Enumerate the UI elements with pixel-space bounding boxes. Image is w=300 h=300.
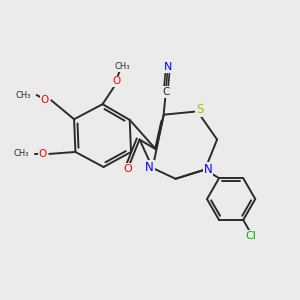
Text: CH₃: CH₃ [16, 91, 31, 100]
Text: N: N [203, 163, 212, 176]
Text: O: O [112, 76, 121, 86]
Text: S: S [196, 103, 203, 116]
Text: O: O [39, 149, 47, 159]
Text: O: O [123, 164, 132, 174]
Text: CH₃: CH₃ [14, 149, 29, 158]
Text: CH₃: CH₃ [114, 62, 130, 71]
Text: Cl: Cl [246, 231, 256, 241]
Text: O: O [40, 95, 49, 105]
Text: C: C [162, 87, 169, 97]
Text: N: N [145, 161, 154, 174]
Text: N: N [164, 62, 172, 72]
